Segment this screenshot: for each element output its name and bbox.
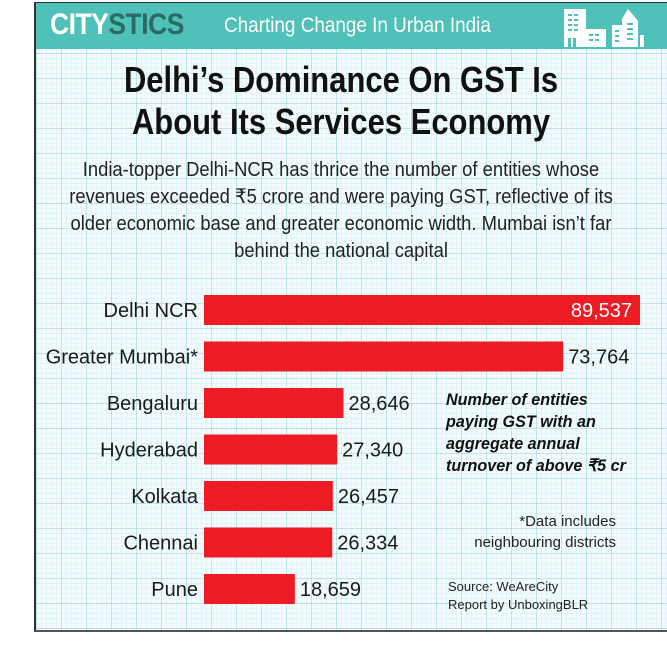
value-label: 26,457: [338, 486, 399, 508]
bar-hyderabad: [204, 434, 338, 465]
chart-annotation: Number of entities paying GST with an ag…: [446, 390, 626, 475]
brand-logo: CITYSTICS: [50, 8, 184, 42]
footnote: *Data includes neighbouring districts: [474, 513, 616, 551]
subtitle: India-topper Delhi-NCR has thrice the nu…: [69, 159, 613, 262]
category-label: Greater Mumbai*: [46, 347, 198, 369]
category-label: Pune: [151, 579, 198, 601]
bar-greater-mumbai: [204, 341, 564, 372]
value-label: 27,340: [342, 440, 403, 462]
value-label: 28,646: [348, 393, 409, 415]
category-label: Kolkata: [131, 486, 199, 508]
brand-part-stics: STICS: [108, 8, 184, 41]
city-skyline-icon: [564, 9, 644, 47]
infographic-frame: CITYSTICS Charting Change In Urban India: [34, 2, 667, 632]
category-label: Chennai: [123, 533, 198, 555]
bar-chennai: [204, 527, 333, 558]
category-label: Hyderabad: [100, 440, 198, 462]
bar-bengaluru: [204, 388, 344, 418]
value-label: 18,659: [300, 579, 361, 601]
tagline: Charting Change In Urban India: [224, 14, 491, 37]
value-label: 26,334: [337, 533, 398, 555]
bar-chart: Delhi NCR 89,537 Greater Mumbai* 73,764 Beng…: [46, 295, 640, 604]
category-label: Delhi NCR: [104, 300, 198, 322]
category-label: Bengaluru: [107, 393, 198, 415]
page-title: Delhi’s Dominance On GST Is About Its Se…: [123, 59, 559, 142]
bar-kolkata: [204, 481, 333, 511]
header-banner: CITYSTICS Charting Change In Urban India: [36, 3, 667, 49]
value-label: 89,537: [571, 300, 632, 322]
value-label: 73,764: [568, 347, 629, 369]
bar-delhi-ncr: [204, 295, 640, 325]
bar-pune: [204, 574, 295, 604]
source-credit: Source: WeAreCity Report by UnboxingBLR: [448, 579, 589, 612]
brand-part-city: CITY: [50, 8, 109, 41]
